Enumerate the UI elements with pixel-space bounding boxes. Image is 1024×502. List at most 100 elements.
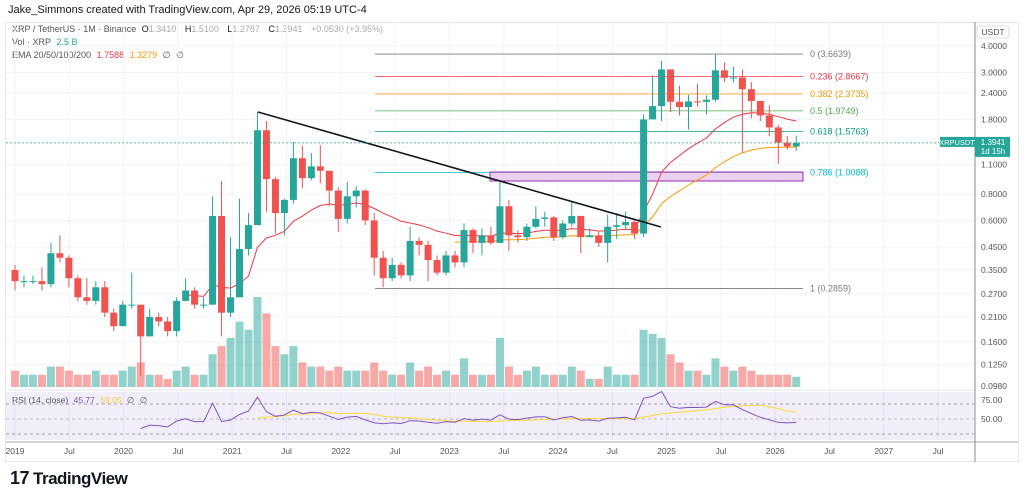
candle[interactable] [738,69,746,153]
candle[interactable] [711,54,719,102]
candle[interactable] [155,312,163,327]
candle[interactable] [370,213,378,276]
candle[interactable] [729,66,737,83]
candle[interactable] [298,145,306,189]
candle[interactable] [271,177,279,234]
candle[interactable] [110,308,118,332]
candle[interactable] [280,198,288,236]
candle[interactable] [227,237,235,317]
candle[interactable] [343,182,351,224]
candle[interactable] [209,196,217,305]
volume-legend[interactable]: Vol · XRP 2.5 B [12,37,81,47]
candle[interactable] [56,235,64,263]
ema-legend[interactable]: EMA 20/50/100/200 1.7588 1.3279 ∅ ∅ [12,50,187,61]
time-tick: 2019 [6,446,25,456]
candle[interactable] [676,85,684,116]
tradingview-logo[interactable]: 17 TradingView [10,468,128,489]
candle[interactable] [397,262,405,279]
candle[interactable] [334,187,342,232]
candle[interactable] [74,275,82,301]
candle[interactable] [649,75,657,120]
candle[interactable] [307,152,315,181]
candle[interactable] [658,60,666,121]
candle[interactable] [460,223,468,268]
trendline[interactable] [257,111,662,228]
candle[interactable] [11,264,19,291]
candle[interactable] [173,297,181,337]
candle[interactable] [613,213,621,240]
candle[interactable] [65,255,73,288]
candle[interactable] [137,304,145,377]
candle[interactable] [388,257,396,282]
volume-bar [235,321,244,387]
candle[interactable] [406,226,414,282]
currency-box[interactable] [976,25,1010,39]
candle[interactable] [451,251,459,268]
candle[interactable] [577,215,585,254]
candle[interactable] [514,230,522,243]
candle-body [460,230,468,263]
candle[interactable] [119,300,127,327]
candle[interactable] [747,82,755,119]
candle[interactable] [469,228,477,254]
candle[interactable] [20,275,28,288]
candle[interactable] [792,135,800,151]
candle[interactable] [559,220,567,240]
candle[interactable] [442,251,450,276]
candle[interactable] [550,215,558,241]
candle[interactable] [487,226,495,245]
candle[interactable] [236,198,243,298]
candle[interactable] [693,83,701,107]
candle[interactable] [433,255,441,276]
candle[interactable] [424,240,432,282]
candle[interactable] [532,206,540,229]
candle[interactable] [244,213,252,256]
candle[interactable] [182,278,190,301]
candle[interactable] [774,124,782,164]
candle[interactable] [164,316,172,337]
candle[interactable] [640,114,648,238]
candle[interactable] [667,69,675,113]
candle[interactable] [29,275,37,285]
candle[interactable] [415,237,423,256]
rsi-legend[interactable]: RSI (14, close) 45.77 59.05 ∅ ∅ [12,395,150,406]
candle[interactable] [200,297,208,309]
candle[interactable] [685,94,692,130]
candle[interactable] [595,231,603,247]
candle[interactable] [191,287,199,309]
candle[interactable] [379,251,387,288]
candle[interactable] [622,211,630,231]
candle[interactable] [218,181,226,337]
candle[interactable] [289,141,297,204]
candle[interactable] [631,220,639,240]
candle[interactable] [47,242,55,288]
candle[interactable] [325,170,333,207]
candle[interactable] [92,281,100,305]
candle[interactable] [604,214,612,263]
candle[interactable] [253,111,261,226]
candle[interactable] [352,186,360,208]
symbol-legend[interactable]: XRP / TetherUS · 1M · Binance O1.3410 H1… [12,24,386,34]
candle[interactable] [316,145,324,184]
candle[interactable] [568,201,576,227]
candle[interactable] [586,228,594,238]
candle[interactable] [38,267,46,291]
candle[interactable] [702,95,710,115]
candle[interactable] [523,223,531,241]
candle-body [622,221,630,226]
candle[interactable] [361,189,369,226]
candle[interactable] [101,281,109,317]
candle[interactable] [720,62,728,83]
candle[interactable] [541,211,549,227]
candle[interactable] [128,272,136,309]
candle[interactable] [496,180,504,243]
candle[interactable] [756,100,764,121]
candle[interactable] [83,278,91,305]
candle[interactable] [765,105,773,137]
candle[interactable] [505,199,513,252]
candle[interactable] [478,228,486,256]
candle[interactable] [262,120,270,212]
symbol-name[interactable]: XRP / TetherUS · 1M · Binance [12,24,137,34]
candle[interactable] [146,308,154,337]
